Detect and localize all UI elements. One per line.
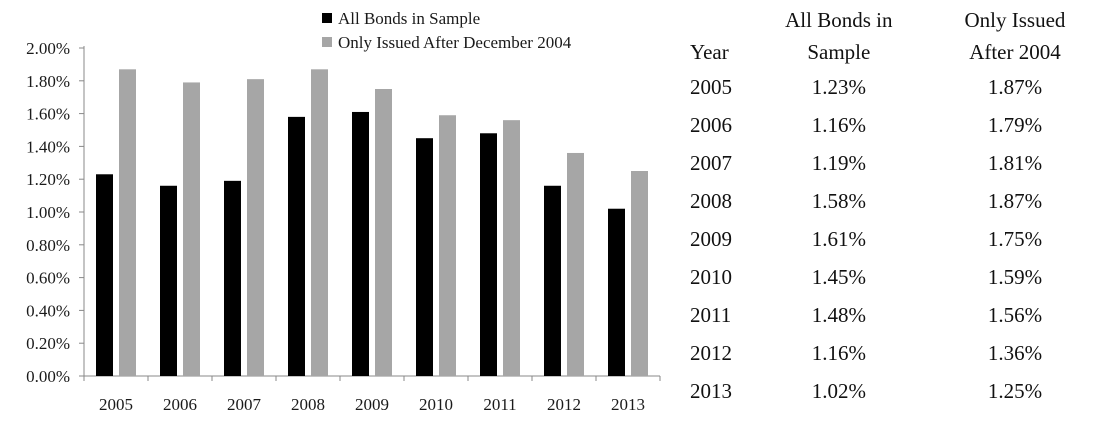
- x-tick-label: 2011: [483, 395, 516, 414]
- year-cell: 2011: [690, 303, 732, 327]
- header-only-issued-line2: After 2004: [969, 40, 1061, 64]
- bar-all-bonds: [416, 138, 433, 376]
- bar-all-bonds: [224, 180, 241, 376]
- all-bonds-cell: 1.23%: [811, 75, 866, 99]
- x-tick-label: 2006: [163, 395, 197, 414]
- y-tick-label: 2.00%: [26, 39, 70, 58]
- all-bonds-cell: 1.19%: [811, 151, 866, 175]
- legend-label-all-bonds: All Bonds in Sample: [338, 9, 480, 28]
- bar-all-bonds: [544, 185, 561, 376]
- bar-all-bonds: [480, 133, 497, 376]
- all-bonds-cell: 1.58%: [811, 189, 866, 213]
- table-row: 2007 1.19% 1.81%: [686, 144, 1104, 182]
- header-year: Year: [686, 4, 752, 68]
- header-all-bonds: All Bonds in Sample: [752, 4, 926, 68]
- bar-only-issued: [631, 171, 648, 376]
- header-only-issued-line1: Only Issued: [964, 8, 1066, 32]
- y-tick-label: 0.40%: [26, 301, 70, 320]
- year-cell: 2010: [690, 265, 732, 289]
- table-row: 2010 1.45% 1.59%: [686, 258, 1104, 296]
- bar-only-issued: [375, 89, 392, 376]
- x-tick-label: 2013: [611, 395, 645, 414]
- only-issued-cell: 1.59%: [987, 265, 1043, 289]
- all-bonds-cell: 1.45%: [811, 265, 866, 289]
- bar-all-bonds: [96, 174, 113, 376]
- year-cell: 2006: [690, 113, 732, 137]
- year-cell: 2013: [690, 379, 732, 403]
- x-tick-label: 2009: [355, 395, 389, 414]
- y-tick-label: 1.40%: [26, 137, 70, 156]
- table-row: 2012 1.16% 1.36%: [686, 334, 1104, 372]
- bar-only-issued: [247, 79, 264, 376]
- all-bonds-cell: 1.02%: [811, 379, 866, 403]
- bar-all-bonds: [160, 185, 177, 376]
- x-tick-label: 2005: [99, 395, 133, 414]
- all-bonds-cell: 1.61%: [811, 227, 866, 251]
- header-all-bonds-line2: Sample: [807, 40, 871, 64]
- only-issued-cell: 1.81%: [987, 151, 1043, 175]
- bar-chart-svg: 0.00% 0.20% 0.40% 0.60% 0.80% 1.00% 1.20% 1.40%…: [26, 9, 661, 414]
- header-only-issued: Only Issued After 2004: [926, 4, 1104, 68]
- legend-label-only-issued: Only Issued After December 2004: [338, 33, 572, 52]
- table-row: 2008 1.58% 1.87%: [686, 182, 1104, 220]
- y-tick-label: 1.00%: [26, 203, 70, 222]
- only-issued-cell: 1.75%: [987, 227, 1043, 251]
- bar-all-bonds: [352, 111, 369, 377]
- all-bonds-cell: 1.16%: [811, 113, 866, 137]
- bar-chart: 0.00% 0.20% 0.40% 0.60% 0.80% 1.00% 1.20% 1.40%…: [26, 9, 661, 414]
- table-row: 2013 1.02% 1.25%: [686, 372, 1104, 410]
- only-issued-cell: 1.87%: [987, 189, 1043, 213]
- table-row: 2009 1.61% 1.75%: [686, 220, 1104, 258]
- y-tick-label: 0.80%: [26, 236, 70, 255]
- bar-only-issued: [183, 82, 200, 376]
- y-tick-label: 1.20%: [26, 170, 70, 189]
- y-tick-label: 0.20%: [26, 334, 70, 353]
- table-header-row: Year All Bonds in Sample Only Issued Aft…: [686, 4, 1104, 68]
- legend-swatch-only-issued: [322, 37, 332, 47]
- data-table: Year All Bonds in Sample Only Issued Aft…: [686, 4, 1104, 410]
- year-cell: 2008: [690, 189, 732, 213]
- y-tick-label: 0.60%: [26, 269, 70, 288]
- bar-only-issued: [503, 120, 520, 376]
- table-row: 2005 1.23% 1.87%: [686, 68, 1104, 106]
- legend-swatch-all-bonds: [322, 13, 332, 23]
- x-tick-label: 2007: [227, 395, 262, 414]
- year-cell: 2005: [690, 75, 732, 99]
- bar-only-issued: [119, 69, 136, 376]
- header-all-bonds-line1: All Bonds in: [785, 8, 893, 32]
- x-tick-label: 2008: [291, 395, 325, 414]
- bar-only-issued: [311, 69, 328, 376]
- only-issued-cell: 1.79%: [987, 113, 1043, 137]
- only-issued-cell: 1.25%: [987, 379, 1043, 403]
- bar-only-issued: [439, 115, 456, 377]
- year-cell: 2009: [690, 227, 732, 251]
- bar-only-issued: [567, 152, 584, 376]
- table-row: 2006 1.16% 1.79%: [686, 106, 1104, 144]
- bar-all-bonds: [288, 116, 305, 376]
- y-tick-label: 1.80%: [26, 72, 70, 91]
- header-year-label: Year: [690, 40, 729, 64]
- only-issued-cell: 1.36%: [987, 341, 1043, 365]
- year-cell: 2012: [690, 341, 732, 365]
- bar-all-bonds: [608, 208, 625, 376]
- table-row: 2011 1.48% 1.56%: [686, 296, 1104, 334]
- only-issued-cell: 1.56%: [987, 303, 1043, 327]
- year-cell: 2007: [690, 151, 732, 175]
- all-bonds-cell: 1.16%: [811, 341, 866, 365]
- y-tick-label: 0.00%: [26, 367, 70, 386]
- x-tick-label: 2012: [547, 395, 581, 414]
- x-tick-label: 2010: [419, 395, 453, 414]
- y-tick-label: 1.60%: [26, 105, 70, 124]
- all-bonds-cell: 1.48%: [811, 303, 866, 327]
- only-issued-cell: 1.87%: [987, 75, 1043, 99]
